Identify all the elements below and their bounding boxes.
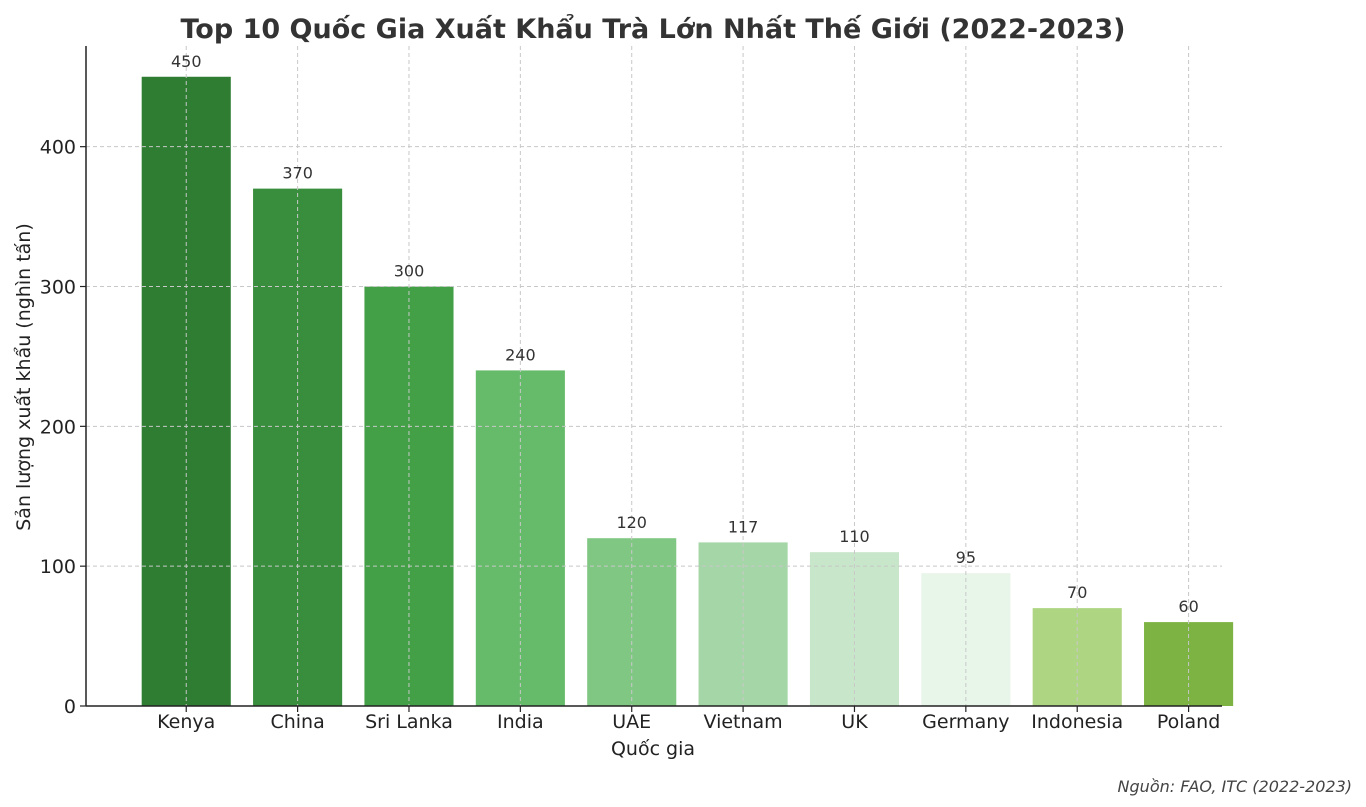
x-tick-label: India	[497, 711, 544, 733]
x-tick-label: Indonesia	[1031, 711, 1123, 733]
data-label: 370	[282, 164, 313, 183]
data-label: 300	[394, 262, 425, 281]
chart-title: Top 10 Quốc Gia Xuất Khẩu Trà Lớn Nhất T…	[180, 12, 1125, 45]
y-tick-label: 300	[40, 277, 76, 299]
data-label: 240	[505, 345, 536, 364]
data-label: 110	[839, 527, 870, 546]
source-note: Nguồn: FAO, ITC (2022-2023)	[1118, 777, 1352, 796]
axes	[85, 46, 1222, 707]
y-tick-label: 100	[40, 556, 76, 578]
data-label: 70	[1067, 583, 1087, 602]
data-label: 117	[728, 517, 759, 536]
x-tick-label: China	[270, 711, 324, 733]
y-tick-label: 0	[64, 696, 76, 718]
x-tick-label: Sri Lanka	[365, 711, 453, 733]
x-tick-label: Kenya	[157, 711, 215, 733]
y-tick-label: 400	[40, 137, 76, 159]
data-label: 450	[171, 52, 202, 71]
x-tick-label: UAE	[612, 711, 651, 733]
data-label: 95	[956, 548, 976, 567]
grid	[86, 46, 1222, 706]
x-ticks: Kenya China Sri Lanka India UAE Vietnam UK Germ…	[157, 706, 1220, 733]
x-tick-label: Vietnam	[703, 711, 782, 733]
y-ticks: 0 100 200 300 400	[40, 137, 86, 718]
data-label: 120	[616, 513, 647, 532]
x-axis-title: Quốc gia	[611, 738, 695, 760]
data-label: 60	[1178, 597, 1198, 616]
x-tick-label: Germany	[922, 711, 1009, 733]
y-axis-title: Sản lượng xuất khẩu (nghìn tấn)	[13, 223, 35, 531]
x-tick-label: Poland	[1157, 711, 1220, 733]
x-tick-label: UK	[841, 711, 868, 733]
value-labels: 450 370 300 240 120 117 110 95 70 60	[171, 52, 1199, 616]
y-tick-label: 200	[40, 416, 76, 438]
